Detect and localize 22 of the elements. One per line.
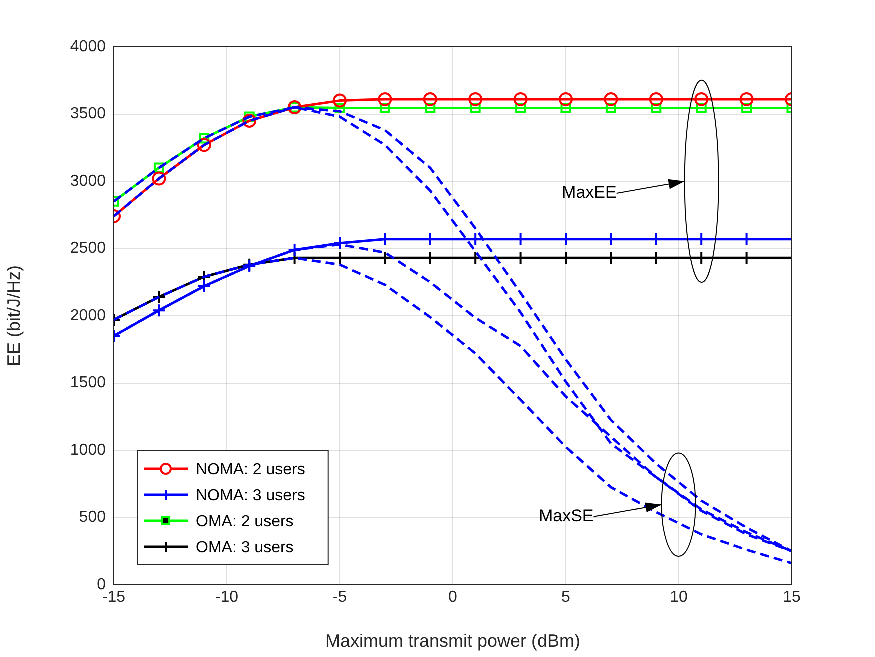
legend-label: NOMA: 3 users — [196, 487, 306, 504]
y-tick-label: 3000 — [70, 172, 106, 190]
legend-label: OMA: 2 users — [196, 513, 294, 530]
x-tick-label: 10 — [670, 589, 688, 606]
x-tick-label: 5 — [562, 589, 571, 606]
x-axis-title: Maximum transmit power (dBm) — [325, 631, 581, 652]
legend-label: NOMA: 2 users — [196, 461, 306, 478]
y-tick-label: 4000 — [70, 38, 106, 56]
annotation: MaxSE — [538, 506, 594, 526]
x-tick-label: 0 — [448, 589, 458, 606]
y-tick-label: 2000 — [70, 307, 106, 324]
legend-label: OMA: 3 users — [196, 539, 294, 556]
y-tick-label: 2500 — [70, 240, 106, 258]
x-tick-label: -5 — [332, 589, 348, 606]
annotation: MaxEE — [562, 183, 617, 202]
y-tick-label: 1000 — [70, 442, 106, 459]
y-axis-title: EE (bit/J/Hz) — [4, 265, 24, 367]
x-tick-label: 15 — [783, 589, 801, 606]
x-tick-label: -10 — [215, 589, 239, 606]
y-tick-label: 500 — [79, 509, 106, 526]
y-tick-label: 3500 — [70, 106, 106, 123]
y-tick-label: 1500 — [70, 374, 106, 392]
